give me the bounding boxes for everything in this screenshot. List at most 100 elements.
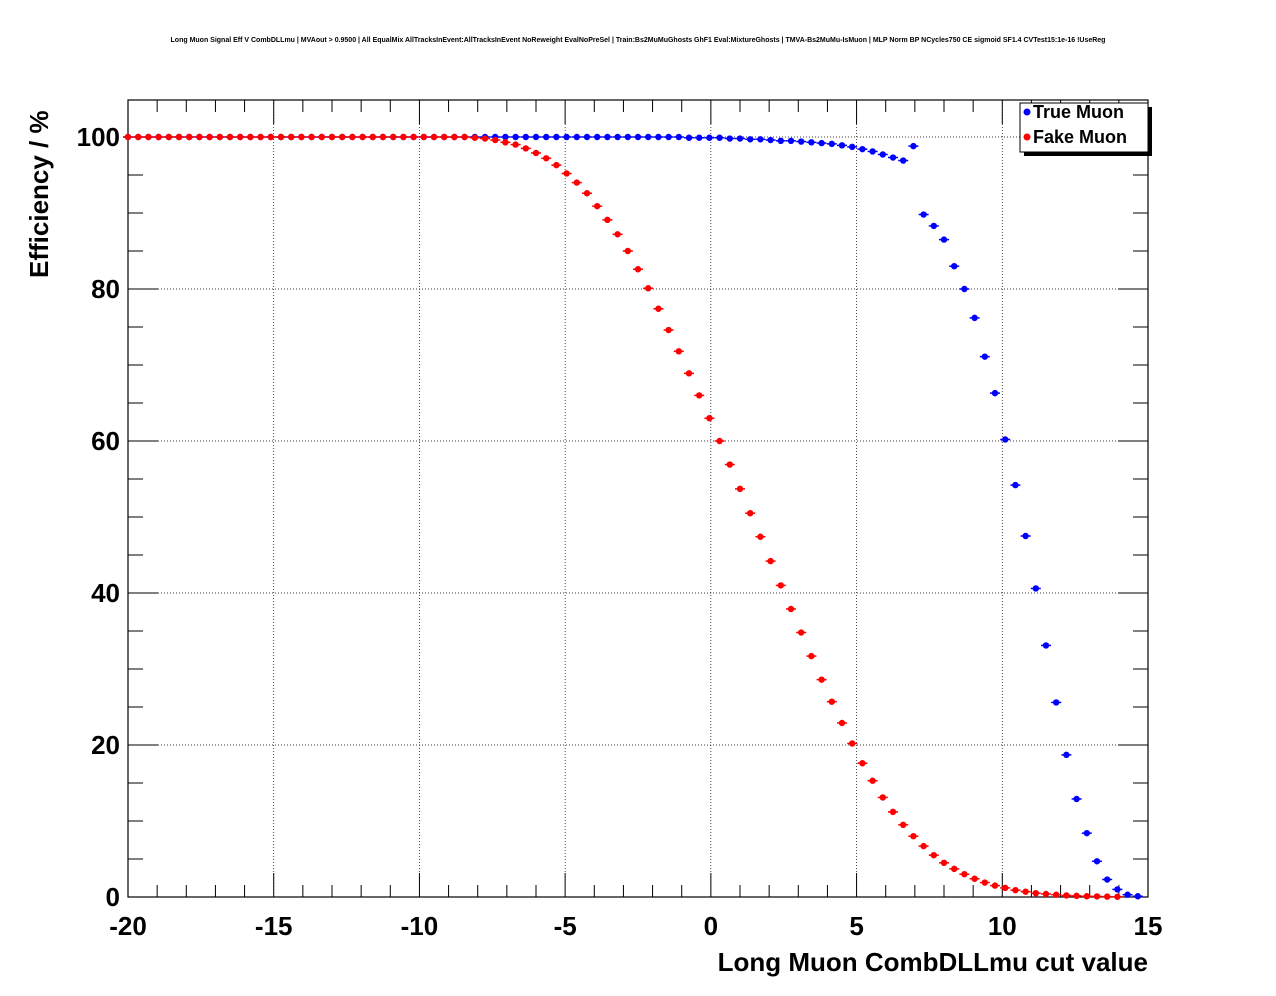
x-tick-label: 5 xyxy=(849,911,863,941)
point-fake-muon xyxy=(573,179,580,186)
point-fake-muon xyxy=(563,170,570,177)
point-true-muon xyxy=(961,285,968,293)
point-fake-muon xyxy=(390,133,397,141)
point-true-muon xyxy=(634,133,642,141)
point-true-muon xyxy=(849,143,856,151)
x-tick-label: -5 xyxy=(554,911,577,941)
point-fake-muon xyxy=(777,582,784,589)
point-true-muon xyxy=(696,134,703,141)
point-true-muon xyxy=(767,136,774,144)
point-true-muon xyxy=(736,135,744,142)
point-fake-muon xyxy=(216,133,223,141)
point-fake-muon xyxy=(1083,893,1091,900)
point-true-muon xyxy=(1042,642,1050,649)
point-fake-muon xyxy=(696,392,703,399)
point-true-muon xyxy=(543,133,550,141)
point-true-muon xyxy=(981,353,988,360)
point-true-muon xyxy=(645,133,652,141)
point-fake-muon xyxy=(614,231,621,238)
point-fake-muon xyxy=(828,698,835,705)
point-true-muon xyxy=(910,142,917,150)
grid xyxy=(128,100,1148,897)
point-fake-muon xyxy=(1114,893,1121,900)
y-tick-label: 20 xyxy=(91,730,120,760)
point-true-muon xyxy=(869,148,876,155)
legend-box xyxy=(1019,102,1149,153)
plot-frame xyxy=(127,99,1149,898)
point-true-muon xyxy=(971,314,978,322)
point-fake-muon xyxy=(726,461,733,468)
point-fake-muon xyxy=(1053,891,1060,898)
point-fake-muon xyxy=(145,133,152,141)
point-fake-muon xyxy=(940,859,948,866)
point-fake-muon xyxy=(288,133,295,141)
point-true-muon xyxy=(1022,532,1029,540)
point-true-muon xyxy=(1093,858,1101,865)
point-fake-muon xyxy=(736,485,744,493)
point-true-muon xyxy=(828,140,835,148)
y-tick-label: 80 xyxy=(91,274,120,304)
point-fake-muon xyxy=(675,348,682,355)
legend-marker-fake-muon xyxy=(1023,133,1031,141)
point-fake-muon xyxy=(124,133,132,141)
point-fake-muon xyxy=(655,305,662,312)
point-fake-muon xyxy=(318,133,325,141)
point-true-muon xyxy=(655,133,662,141)
point-fake-muon xyxy=(308,133,315,141)
point-fake-muon xyxy=(267,133,274,141)
point-fake-muon xyxy=(716,437,723,445)
point-true-muon xyxy=(665,133,672,141)
point-fake-muon xyxy=(900,821,907,828)
point-true-muon xyxy=(1083,829,1091,837)
point-fake-muon xyxy=(859,760,866,767)
point-fake-muon xyxy=(410,133,417,141)
point-fake-muon xyxy=(665,326,672,334)
point-true-muon xyxy=(1134,893,1142,900)
point-true-muon xyxy=(604,133,611,141)
point-fake-muon xyxy=(553,161,560,169)
point-true-muon xyxy=(859,145,866,153)
point-fake-muon xyxy=(349,133,356,141)
chart-title: Long Muon Signal Eff V CombDLLmu | MVAou… xyxy=(171,37,1106,44)
point-fake-muon xyxy=(155,133,162,141)
point-fake-muon xyxy=(165,133,172,141)
y-tick-label: 0 xyxy=(106,882,120,912)
point-fake-muon xyxy=(257,133,264,141)
point-fake-muon xyxy=(818,676,825,683)
point-true-muon xyxy=(757,136,764,143)
point-true-muon xyxy=(1063,751,1070,759)
point-true-muon xyxy=(808,139,815,146)
x-tick-label: 15 xyxy=(1134,911,1163,941)
point-true-muon xyxy=(726,135,733,142)
point-fake-muon xyxy=(359,133,366,141)
point-true-muon xyxy=(889,154,897,161)
point-fake-muon xyxy=(624,247,631,255)
point-true-muon xyxy=(502,133,509,141)
legend-label-true-muon: True Muon xyxy=(1033,102,1124,122)
point-fake-muon xyxy=(206,133,213,141)
point-true-muon xyxy=(614,133,621,141)
point-fake-muon xyxy=(685,370,693,377)
point-true-muon xyxy=(583,133,591,141)
point-true-muon xyxy=(747,136,754,143)
y-axis-label: Efficiency / % xyxy=(24,110,54,278)
point-fake-muon xyxy=(247,133,254,141)
legend: True Muon Fake Muon xyxy=(1019,102,1152,156)
point-fake-muon xyxy=(1022,888,1029,895)
point-true-muon xyxy=(706,134,713,141)
point-true-muon xyxy=(1053,699,1060,706)
point-fake-muon xyxy=(379,133,387,141)
point-fake-muon xyxy=(226,133,234,141)
point-fake-muon xyxy=(400,133,407,141)
point-fake-muon xyxy=(298,133,305,141)
point-fake-muon xyxy=(532,149,540,157)
x-tick-label: 0 xyxy=(704,911,718,941)
legend-label-fake-muon: Fake Muon xyxy=(1033,127,1127,147)
point-true-muon xyxy=(879,151,886,158)
point-fake-muon xyxy=(869,777,876,784)
y-tick-label: 60 xyxy=(91,426,120,456)
point-true-muon xyxy=(787,137,795,144)
point-true-muon xyxy=(532,133,540,141)
point-fake-muon xyxy=(502,139,509,146)
point-fake-muon xyxy=(594,202,601,210)
